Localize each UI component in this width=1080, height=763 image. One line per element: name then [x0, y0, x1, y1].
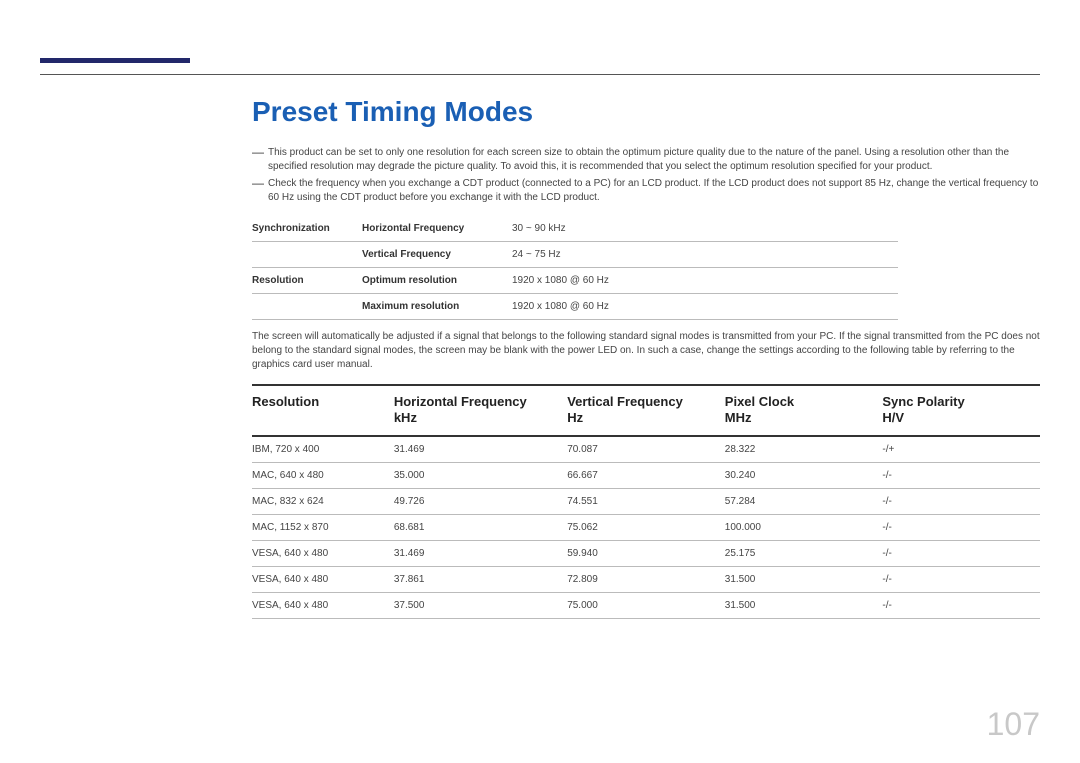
spec-label: Horizontal Frequency	[362, 216, 512, 242]
table-row: VESA, 640 x 480 37.861 72.809 31.500 -/-	[252, 566, 1040, 592]
cell: -/+	[882, 436, 1040, 463]
cell: -/-	[882, 566, 1040, 592]
cell: MAC, 640 x 480	[252, 462, 394, 488]
cell: 31.500	[725, 566, 883, 592]
col-pixel-clock: Pixel ClockMHz	[725, 385, 883, 436]
spec-group	[252, 294, 362, 320]
spec-row: Maximum resolution 1920 x 1080 @ 60 Hz	[252, 294, 898, 320]
header-accent-bar	[40, 58, 190, 63]
spec-group	[252, 242, 362, 268]
page-title: Preset Timing Modes	[252, 96, 1040, 128]
col-horizontal-frequency: Horizontal FrequencykHz	[394, 385, 567, 436]
cell: 31.469	[394, 436, 567, 463]
cell: 37.500	[394, 592, 567, 618]
cell: 70.087	[567, 436, 725, 463]
cell: -/-	[882, 540, 1040, 566]
table-row: VESA, 640 x 480 37.500 75.000 31.500 -/-	[252, 592, 1040, 618]
cell: MAC, 1152 x 870	[252, 514, 394, 540]
col-resolution: Resolution	[252, 385, 394, 436]
page-number: 107	[987, 706, 1040, 743]
note-1: This product can be set to only one reso…	[252, 146, 1040, 173]
cell: 59.940	[567, 540, 725, 566]
cell: 25.175	[725, 540, 883, 566]
table-header-row: Resolution Horizontal FrequencykHz Verti…	[252, 385, 1040, 436]
cell: 74.551	[567, 488, 725, 514]
cell: 66.667	[567, 462, 725, 488]
spec-table: Synchronization Horizontal Frequency 30 …	[252, 216, 898, 320]
cell: 57.284	[725, 488, 883, 514]
spec-label: Optimum resolution	[362, 268, 512, 294]
cell: -/-	[882, 462, 1040, 488]
spec-value: 1920 x 1080 @ 60 Hz	[512, 268, 898, 294]
cell: VESA, 640 x 480	[252, 540, 394, 566]
table-row: IBM, 720 x 400 31.469 70.087 28.322 -/+	[252, 436, 1040, 463]
table-row: MAC, 832 x 624 49.726 74.551 57.284 -/-	[252, 488, 1040, 514]
cell: VESA, 640 x 480	[252, 566, 394, 592]
cell: 35.000	[394, 462, 567, 488]
spec-value: 30 ~ 90 kHz	[512, 216, 898, 242]
cell: 75.000	[567, 592, 725, 618]
info-paragraph: The screen will automatically be adjuste…	[252, 330, 1040, 372]
table-row: MAC, 1152 x 870 68.681 75.062 100.000 -/…	[252, 514, 1040, 540]
spec-label: Maximum resolution	[362, 294, 512, 320]
spec-group: Synchronization	[252, 216, 362, 242]
cell: VESA, 640 x 480	[252, 592, 394, 618]
cell: 31.469	[394, 540, 567, 566]
cell: -/-	[882, 514, 1040, 540]
spec-value: 24 ~ 75 Hz	[512, 242, 898, 268]
table-body: IBM, 720 x 400 31.469 70.087 28.322 -/+ …	[252, 436, 1040, 619]
page-content: Preset Timing Modes This product can be …	[252, 96, 1040, 619]
cell: 37.861	[394, 566, 567, 592]
cell: -/-	[882, 592, 1040, 618]
spec-group: Resolution	[252, 268, 362, 294]
header-divider	[40, 74, 1040, 75]
cell: 68.681	[394, 514, 567, 540]
table-row: MAC, 640 x 480 35.000 66.667 30.240 -/-	[252, 462, 1040, 488]
cell: 30.240	[725, 462, 883, 488]
cell: 31.500	[725, 592, 883, 618]
spec-row: Synchronization Horizontal Frequency 30 …	[252, 216, 898, 242]
cell: 72.809	[567, 566, 725, 592]
cell: -/-	[882, 488, 1040, 514]
cell: 49.726	[394, 488, 567, 514]
spec-value: 1920 x 1080 @ 60 Hz	[512, 294, 898, 320]
cell: IBM, 720 x 400	[252, 436, 394, 463]
cell: 75.062	[567, 514, 725, 540]
table-row: VESA, 640 x 480 31.469 59.940 25.175 -/-	[252, 540, 1040, 566]
spec-row: Resolution Optimum resolution 1920 x 108…	[252, 268, 898, 294]
spec-label: Vertical Frequency	[362, 242, 512, 268]
cell: MAC, 832 x 624	[252, 488, 394, 514]
cell: 28.322	[725, 436, 883, 463]
col-sync-polarity: Sync PolarityH/V	[882, 385, 1040, 436]
cell: 100.000	[725, 514, 883, 540]
spec-row: Vertical Frequency 24 ~ 75 Hz	[252, 242, 898, 268]
timing-modes-table: Resolution Horizontal FrequencykHz Verti…	[252, 384, 1040, 619]
note-2: Check the frequency when you exchange a …	[252, 177, 1040, 204]
col-vertical-frequency: Vertical FrequencyHz	[567, 385, 725, 436]
